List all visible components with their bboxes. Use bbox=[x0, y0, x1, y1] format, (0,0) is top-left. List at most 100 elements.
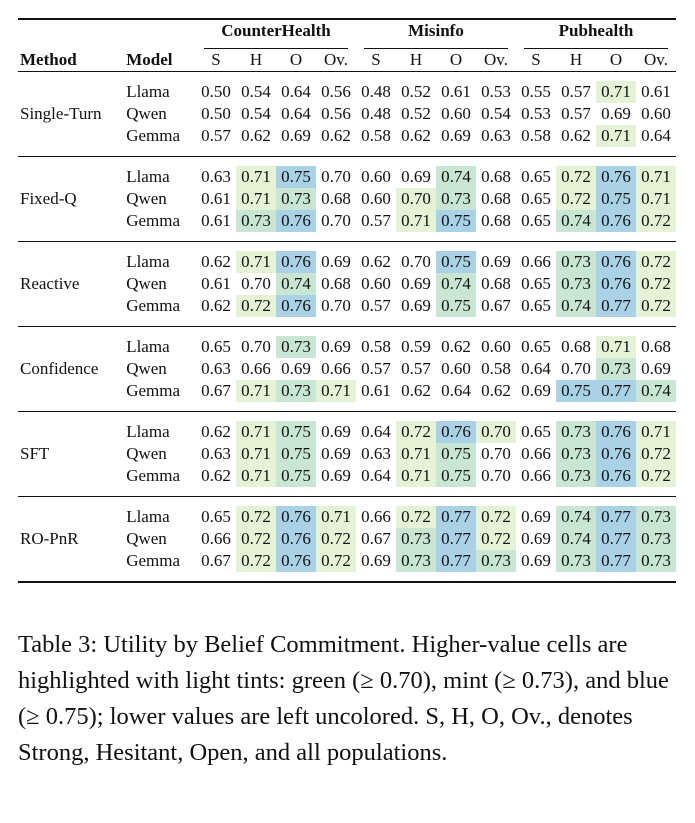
value-cell: 0.63 bbox=[481, 126, 511, 145]
value-cell: 0.75 bbox=[276, 443, 316, 465]
value-cell: 0.62 bbox=[241, 126, 271, 145]
value-cell: 0.64 bbox=[281, 82, 311, 101]
value-cell: 0.73 bbox=[276, 188, 316, 210]
value-cell: 0.69 bbox=[281, 359, 311, 378]
value-cell: 0.76 bbox=[276, 550, 316, 572]
value-cell: 0.71 bbox=[236, 421, 276, 443]
value-cell: 0.73 bbox=[636, 550, 676, 572]
value-cell: 0.61 bbox=[201, 189, 231, 208]
value-cell: 0.70 bbox=[561, 359, 591, 378]
method-cell: Confidence bbox=[20, 359, 99, 378]
value-cell: 0.75 bbox=[436, 210, 476, 232]
value-cell: 0.69 bbox=[321, 422, 351, 441]
value-cell: 0.71 bbox=[236, 251, 276, 273]
value-cell: 0.69 bbox=[321, 337, 351, 356]
value-cell: 0.72 bbox=[636, 273, 676, 295]
value-cell: 0.60 bbox=[481, 337, 511, 356]
value-cell: 0.75 bbox=[436, 295, 476, 317]
value-cell: 0.69 bbox=[521, 551, 551, 570]
dataset-header-counterhealth: CounterHealth bbox=[196, 20, 356, 49]
value-cell: 0.60 bbox=[641, 104, 671, 123]
value-cell: 0.74 bbox=[436, 273, 476, 295]
table-row: Reactive Llama 0.62 0.71 0.76 0.69 0.62 0.70 0.7… bbox=[18, 251, 676, 293]
model-cell: Gemma bbox=[126, 551, 181, 570]
value-cell: 0.70 bbox=[241, 274, 271, 293]
value-cell: 0.71 bbox=[596, 336, 636, 358]
model-cell: Llama bbox=[126, 252, 170, 271]
value-cell: 0.57 bbox=[401, 359, 431, 378]
model-cell: Qwen bbox=[126, 189, 167, 208]
value-cell: 0.76 bbox=[596, 443, 636, 465]
value-cell: 0.75 bbox=[436, 251, 476, 273]
subcol-header: H bbox=[569, 50, 583, 69]
value-cell: 0.71 bbox=[236, 188, 276, 210]
value-cell: 0.72 bbox=[636, 465, 676, 487]
results-table-body: CounterHealth Misinfo Pubhealth Method M… bbox=[18, 18, 676, 584]
value-cell: 0.61 bbox=[641, 82, 671, 101]
value-cell: 0.67 bbox=[201, 551, 231, 570]
value-cell: 0.74 bbox=[276, 273, 316, 295]
value-cell: 0.66 bbox=[361, 507, 391, 526]
value-cell: 0.67 bbox=[201, 381, 231, 400]
value-cell: 0.70 bbox=[241, 337, 271, 356]
subcol-header: O bbox=[609, 50, 623, 69]
value-cell: 0.65 bbox=[521, 189, 551, 208]
subcol-header: H bbox=[249, 50, 263, 69]
subcol-header: S bbox=[531, 50, 541, 69]
value-cell: 0.72 bbox=[636, 443, 676, 465]
value-cell: 0.76 bbox=[596, 210, 636, 232]
value-cell: 0.72 bbox=[556, 188, 596, 210]
value-cell: 0.74 bbox=[556, 295, 596, 317]
value-cell: 0.76 bbox=[276, 251, 316, 273]
value-cell: 0.70 bbox=[481, 466, 511, 485]
value-cell: 0.73 bbox=[596, 358, 636, 380]
value-cell: 0.75 bbox=[276, 421, 316, 443]
value-cell: 0.73 bbox=[636, 506, 676, 528]
value-cell: 0.53 bbox=[481, 82, 511, 101]
value-cell: 0.73 bbox=[556, 550, 596, 572]
value-cell: 0.57 bbox=[561, 104, 591, 123]
value-cell: 0.70 bbox=[401, 252, 431, 271]
value-cell: 0.70 bbox=[321, 211, 351, 230]
value-cell: 0.53 bbox=[521, 104, 551, 123]
subcol-header: S bbox=[371, 50, 381, 69]
model-cell: Llama bbox=[126, 507, 170, 526]
value-cell: 0.59 bbox=[401, 337, 431, 356]
value-cell: 0.67 bbox=[481, 296, 511, 315]
value-cell: 0.72 bbox=[396, 421, 436, 443]
value-cell: 0.74 bbox=[556, 506, 596, 528]
value-cell: 0.62 bbox=[201, 422, 231, 441]
value-cell: 0.72 bbox=[236, 528, 276, 550]
value-cell: 0.74 bbox=[636, 380, 676, 402]
value-cell: 0.61 bbox=[201, 274, 231, 293]
value-cell: 0.62 bbox=[401, 126, 431, 145]
value-cell: 0.69 bbox=[321, 466, 351, 485]
value-cell: 0.72 bbox=[316, 550, 356, 572]
model-cell: Qwen bbox=[126, 274, 167, 293]
value-cell: 0.69 bbox=[521, 381, 551, 400]
model-cell: Qwen bbox=[126, 104, 167, 123]
value-cell: 0.73 bbox=[556, 421, 596, 443]
table-row: Qwen 0.63 0.66 0.69 0.66 0.57 0.57 0.60 0.58 0.64… bbox=[18, 358, 676, 380]
value-cell: 0.61 bbox=[441, 82, 471, 101]
table-row: RO-PnR Llama 0.65 0.72 0.76 0.71 0.66 0.72 0.77 0… bbox=[18, 506, 676, 548]
method-cell: Reactive bbox=[20, 274, 80, 293]
value-cell: 0.63 bbox=[201, 167, 231, 186]
value-cell: 0.64 bbox=[281, 104, 311, 123]
value-cell: 0.71 bbox=[636, 421, 676, 443]
model-cell: Llama bbox=[126, 337, 170, 356]
subcol-header: O bbox=[289, 50, 303, 69]
model-cell: Gemma bbox=[126, 211, 181, 230]
value-cell: 0.77 bbox=[436, 550, 476, 572]
value-cell: 0.77 bbox=[436, 528, 476, 550]
value-cell: 0.67 bbox=[361, 529, 391, 548]
method-cell: Fixed-Q bbox=[20, 189, 77, 208]
value-cell: 0.65 bbox=[521, 337, 551, 356]
value-cell: 0.76 bbox=[596, 166, 636, 188]
value-cell: 0.72 bbox=[236, 295, 276, 317]
model-cell: Qwen bbox=[126, 529, 167, 548]
value-cell: 0.60 bbox=[361, 274, 391, 293]
value-cell: 0.70 bbox=[481, 444, 511, 463]
value-cell: 0.69 bbox=[481, 252, 511, 271]
column-header-row: Method Model S H O Ov. S H O Ov. S H O O… bbox=[18, 49, 676, 72]
